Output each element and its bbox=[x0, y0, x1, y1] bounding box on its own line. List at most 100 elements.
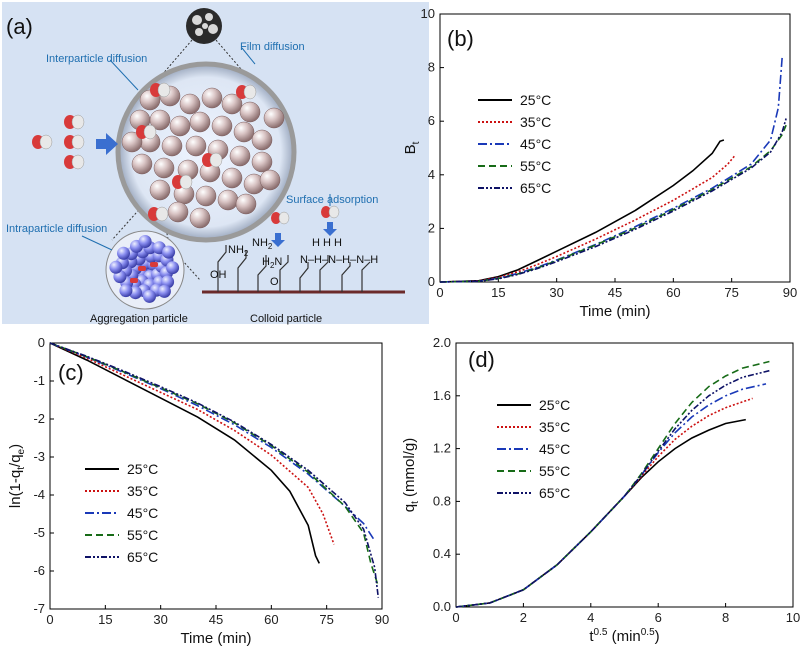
aggregation-beads bbox=[109, 235, 180, 303]
x-tick-label: 90 bbox=[783, 285, 797, 300]
x-axis-label: t0.5 (min0.5) bbox=[589, 627, 659, 645]
particle bbox=[211, 115, 233, 137]
y-axis-label-main: B bbox=[402, 144, 419, 154]
legend-label: 45°C bbox=[127, 505, 158, 521]
x-axis-label-sup: 0.5 bbox=[641, 627, 655, 638]
y-tick-label: 0.4 bbox=[433, 546, 451, 561]
panel-b-chart: 0 15 30 45 60 75 90 0 2 4 6 8 10 (b) 25°C 35°C 45°C 55°C 6… bbox=[402, 6, 797, 320]
y-tick-label: -6 bbox=[33, 563, 45, 578]
intra-pointer bbox=[81, 235, 113, 251]
series-line bbox=[455, 383, 767, 608]
y-tick-label: -4 bbox=[33, 487, 45, 502]
particle bbox=[179, 93, 201, 115]
bead bbox=[162, 245, 176, 259]
label-interparticle: Interparticle diffusion bbox=[46, 53, 147, 65]
bead bbox=[117, 246, 130, 260]
adsorbate-atom bbox=[143, 124, 157, 140]
adsorbate-atom bbox=[71, 114, 85, 130]
particle bbox=[167, 201, 189, 223]
down-arrow-left bbox=[271, 233, 285, 247]
series-line bbox=[439, 154, 737, 283]
legend-label: 35°C bbox=[539, 419, 570, 435]
particle bbox=[161, 135, 183, 157]
plot-frame bbox=[455, 342, 794, 608]
y-axis-label-sub: t bbox=[16, 467, 27, 470]
adsorbate-molecule bbox=[321, 205, 340, 219]
y-tick-label: 0 bbox=[428, 274, 435, 289]
chem-o: O bbox=[270, 276, 279, 288]
x-axis-label: Time (min) bbox=[579, 303, 650, 320]
inter-pointer bbox=[109, 59, 139, 91]
y-axis-label: ln(1-qt/qe) bbox=[7, 444, 27, 508]
y-tick-label: 6 bbox=[428, 113, 435, 128]
x-axis-label: Time (min) bbox=[180, 630, 251, 647]
y-tick-label: 10 bbox=[421, 6, 435, 21]
x-tick-label: 75 bbox=[319, 612, 333, 627]
y-axis-label: qt (mmol/g) bbox=[401, 438, 421, 512]
x-tick-label: 15 bbox=[98, 612, 112, 627]
x-tick-label: 90 bbox=[375, 612, 389, 627]
legend-label: 25°C bbox=[127, 461, 158, 477]
x-tick-label: 0 bbox=[46, 612, 53, 627]
particle bbox=[153, 157, 175, 179]
particle bbox=[189, 111, 211, 133]
series-line bbox=[439, 139, 725, 283]
bead bbox=[138, 235, 152, 248]
adsorbate-molecule bbox=[236, 84, 257, 100]
adsorbate-molecule bbox=[271, 211, 290, 225]
colloid-chain bbox=[202, 245, 405, 294]
adsorbate-molecule bbox=[148, 206, 169, 222]
adsorbate-atom bbox=[157, 82, 171, 98]
legend-label: 55°C bbox=[520, 158, 551, 174]
series-line bbox=[439, 124, 787, 283]
y-tick-label: 2.0 bbox=[433, 335, 451, 350]
bead-adsorbate bbox=[130, 278, 138, 283]
particle bbox=[221, 93, 243, 115]
bead bbox=[166, 261, 180, 275]
panel-d-chart: 0 2 4 6 8 10 0.0 0.4 0.8 1.2 1.6 2.0 (d) 25°C 35°C 45°C… bbox=[401, 335, 800, 645]
x-tick-label: 75 bbox=[724, 285, 738, 300]
bead bbox=[157, 284, 171, 298]
adsorbate-molecule bbox=[172, 174, 193, 190]
x-tick-label: 30 bbox=[549, 285, 563, 300]
series-line bbox=[455, 369, 770, 608]
adsorbate-atom bbox=[271, 212, 281, 224]
chem-oh: OH bbox=[210, 269, 227, 281]
x-tick-label: 30 bbox=[153, 612, 167, 627]
legend-label: 65°C bbox=[520, 180, 551, 196]
particle bbox=[229, 145, 251, 167]
x-tick-label: 15 bbox=[491, 285, 505, 300]
bead bbox=[119, 284, 133, 298]
particle bbox=[235, 193, 257, 215]
particle bbox=[195, 185, 217, 207]
particle-cluster bbox=[121, 85, 285, 229]
panel-a-schematic: (a) bbox=[2, 2, 429, 325]
legend-label: 25°C bbox=[539, 397, 570, 413]
adsorbate-atom bbox=[321, 206, 331, 218]
y-axis-label-end: ) bbox=[7, 444, 24, 449]
bead bbox=[143, 289, 156, 303]
down-arrow-right bbox=[323, 222, 337, 236]
y-axis-label-unit: (mmol/g) bbox=[401, 438, 418, 501]
particle bbox=[239, 101, 261, 123]
y-axis-label: Bt bbox=[402, 141, 422, 154]
particle bbox=[185, 135, 207, 157]
particle bbox=[221, 167, 243, 189]
bead-adsorbate bbox=[138, 266, 146, 271]
adsorbate-molecule bbox=[64, 134, 85, 150]
legend-label: 45°C bbox=[539, 441, 570, 457]
particle bbox=[201, 87, 223, 109]
x-tick-label: 0 bbox=[452, 610, 459, 625]
y-tick-label: -7 bbox=[33, 601, 45, 616]
adsorbate-molecules bbox=[32, 82, 340, 225]
y-axis-label-sub: e bbox=[16, 448, 27, 454]
plot-frame bbox=[439, 13, 791, 283]
adsorbate-atom bbox=[278, 211, 290, 225]
adsorbate-molecule bbox=[202, 152, 223, 168]
y-axis-label-sub: t bbox=[410, 501, 421, 504]
particle bbox=[259, 169, 281, 191]
panel-label: (c) bbox=[58, 360, 84, 385]
particle bbox=[149, 179, 171, 201]
y-tick-label: 8 bbox=[428, 60, 435, 75]
legend-label: 55°C bbox=[539, 463, 570, 479]
